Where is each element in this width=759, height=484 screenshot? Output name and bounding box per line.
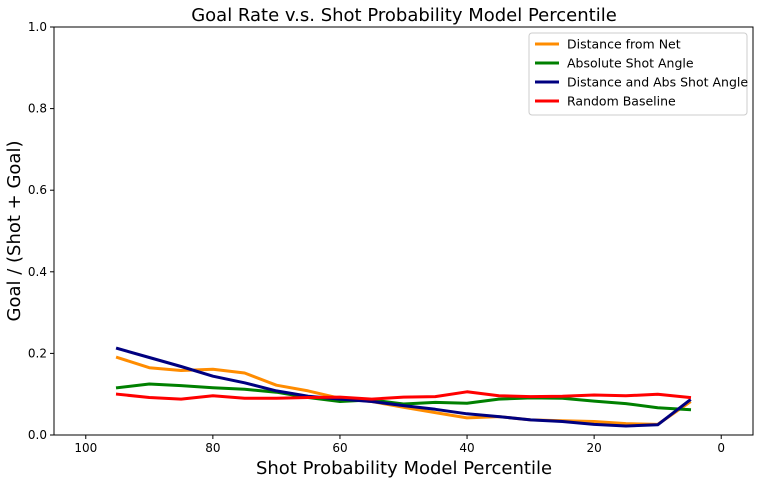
chart-title: Goal Rate v.s. Shot Probability Model Pe… <box>191 5 617 26</box>
x-axis-label: Shot Probability Model Percentile <box>256 458 552 479</box>
y-tick-label: 0.6 <box>28 183 47 197</box>
y-tick-label: 1.0 <box>28 20 47 34</box>
x-tick-label: 60 <box>332 441 347 455</box>
legend-label-3: Distance and Abs Shot Angle <box>567 75 748 90</box>
x-tick-label: 40 <box>459 441 474 455</box>
legend: Distance from Net Absolute Shot Angle Dist… <box>528 32 748 116</box>
legend-label-2: Absolute Shot Angle <box>567 56 694 71</box>
plot-frame <box>53 26 754 436</box>
x-tick-label: 20 <box>586 441 601 455</box>
series-line-2 <box>115 382 692 412</box>
legend-label-4: Random Baseline <box>567 94 676 109</box>
y-tick-label: 0.8 <box>28 102 47 116</box>
y-tick-label: 0.2 <box>28 346 47 360</box>
x-tick-label: 0 <box>717 441 725 455</box>
y-tick-label: 0.4 <box>28 265 47 279</box>
y-axis-label: Goal / (Shot + Goal) <box>4 141 25 322</box>
series-line-4 <box>115 390 692 401</box>
series-line-1 <box>115 355 692 426</box>
y-axis-ticks: 0.0 0.2 0.4 0.6 0.8 1.0 <box>28 20 54 442</box>
x-tick-label: 100 <box>74 441 97 455</box>
series-line-3 <box>115 346 692 428</box>
x-tick-label: 80 <box>205 441 220 455</box>
y-tick-label: 0.0 <box>28 428 47 442</box>
x-axis-ticks: 100 80 60 40 20 0 <box>74 435 725 455</box>
series-layer <box>115 346 692 428</box>
legend-label-1: Distance from Net <box>567 37 681 52</box>
legend-box <box>528 32 748 116</box>
